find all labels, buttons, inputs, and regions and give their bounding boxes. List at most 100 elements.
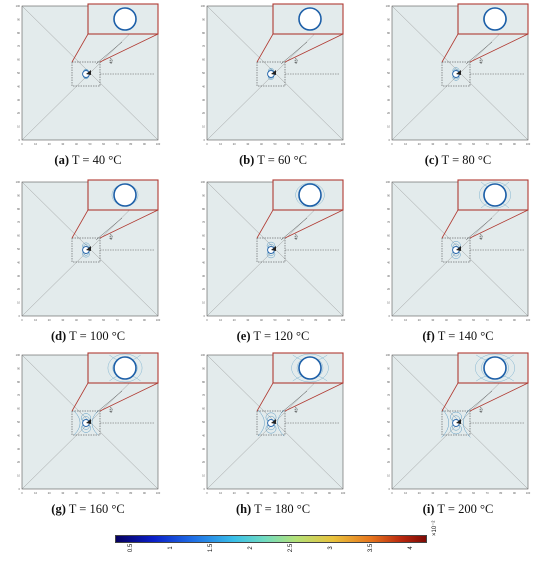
x-tick-label: 80 [129,491,132,495]
y-tick-label: 20 [387,460,390,464]
x-tick-label: 40 [260,142,263,146]
y-tick-label: 50 [202,420,205,424]
x-tick-label: 100 [156,491,161,495]
x-tick-label: 90 [143,142,146,146]
x-tick-label: 100 [526,318,531,322]
y-tick-label: 60 [202,58,205,62]
angle-marker [456,419,461,424]
panel-caption-text: T = 80 °C [438,153,492,167]
x-tick-label: 30 [61,142,64,146]
y-tick-label: 20 [17,460,20,464]
angle-label: 45° [478,233,484,240]
y-tick-label: 70 [17,393,20,397]
angle-marker [271,419,276,424]
y-tick-label: 80 [387,31,390,35]
zoom-connector [99,33,159,63]
y-tick-label: 10 [387,301,390,305]
x-tick-label: 100 [341,318,346,322]
x-tick-label: 90 [328,318,331,322]
x-tick-label: 60 [472,142,475,146]
angle-line [280,41,308,65]
y-tick-label: 10 [387,474,390,478]
x-tick-label: 70 [486,318,489,322]
x-tick-label: 20 [233,318,236,322]
y-tick-label: 90 [202,366,205,370]
x-tick-label: 60 [472,491,475,495]
x-tick-label: 60 [287,142,290,146]
y-tick-label: 80 [202,207,205,211]
inset-hole [483,183,507,207]
inset-hole [483,356,507,380]
angle-marker [456,70,461,75]
x-tick-label: 0 [391,142,393,146]
x-tick-label: 0 [21,491,23,495]
y-tick-label: 60 [17,407,20,411]
x-tick-label: 60 [287,491,290,495]
y-tick-label: 40 [17,260,20,264]
panel-caption: (b) T = 60 °C [185,153,361,168]
y-tick-label: 70 [202,44,205,48]
y-tick-label: 90 [17,366,20,370]
x-tick-label: 70 [486,491,489,495]
y-tick-label: 80 [17,31,20,35]
x-tick-label: 20 [418,142,421,146]
angle-label: 45° [293,406,299,413]
angle-label: 45° [108,233,114,240]
y-tick-label: 80 [17,207,20,211]
angle-label: 45° [108,406,114,413]
y-tick-label: 0 [19,138,21,142]
colorbar-tick-label: 4 [408,546,414,550]
panel-caption-text: T = 100 °C [66,329,126,343]
y-tick-label: 40 [202,260,205,264]
x-tick-label: 40 [260,318,263,322]
x-tick-label: 90 [143,318,146,322]
panel-caption-text: T = 140 °C [434,329,494,343]
x-tick-label: 30 [61,491,64,495]
y-tick-label: 60 [387,407,390,411]
zoom-connector [99,209,159,239]
zoom-connector [99,382,159,412]
x-tick-label: 80 [129,318,132,322]
figure-panel: 0 0 10 10 20 20 30 30 40 40 50 50 60 60 70 70 80 80 90 90 10… [370,349,546,521]
x-tick-label: 50 [459,318,462,322]
figure-panel: 0 0 10 10 20 20 30 30 40 40 50 50 60 60 70 70 80 80 90 90 10… [185,0,361,172]
zoom-connector [71,382,89,412]
x-tick-label: 50 [89,142,92,146]
y-tick-label: 90 [17,193,20,197]
y-tick-label: 50 [202,71,205,75]
angle-marker [86,419,91,424]
x-tick-label: 0 [206,318,208,322]
y-tick-label: 30 [202,98,205,102]
x-tick-label: 20 [48,142,51,146]
x-tick-label: 70 [486,142,489,146]
panel-label: (c) [424,153,439,167]
x-tick-label: 20 [233,142,236,146]
plate-plot: 00 10 10 20 20 30 30 40 40 50 50 60 60 70 70 80 80 90 90 10… [201,3,346,146]
y-tick-label: 70 [387,393,390,397]
x-tick-label: 60 [102,491,105,495]
x-tick-label: 80 [499,142,502,146]
colorbar-exponent: ×10⁻² [432,520,438,536]
y-tick-label: 90 [202,17,205,21]
zoom-connector [441,209,459,239]
y-tick-label: 100 [16,353,21,357]
y-tick-label: 40 [387,84,390,88]
y-tick-label: 70 [387,220,390,224]
y-tick-label: 90 [17,17,20,21]
y-tick-label: 80 [387,380,390,384]
zoom-connector [284,209,344,239]
figure-panel: 0 0 10 10 20 20 30 30 40 40 50 50 60 60 70 70 80 80 90 90 10… [0,0,176,172]
panel-caption-text: T = 200 °C [434,502,494,516]
y-tick-label: 10 [202,474,205,478]
x-tick-label: 10 [404,142,407,146]
x-tick-label: 100 [526,491,531,495]
x-tick-label: 80 [314,142,317,146]
x-tick-label: 30 [431,318,434,322]
y-tick-label: 100 [386,353,391,357]
y-tick-label: 30 [387,274,390,278]
y-tick-label: 70 [202,393,205,397]
y-tick-label: 0 [204,487,206,491]
inset-hole [298,183,322,207]
panel-caption-text: T = 180 °C [251,502,311,516]
y-tick-label: 30 [17,447,20,451]
